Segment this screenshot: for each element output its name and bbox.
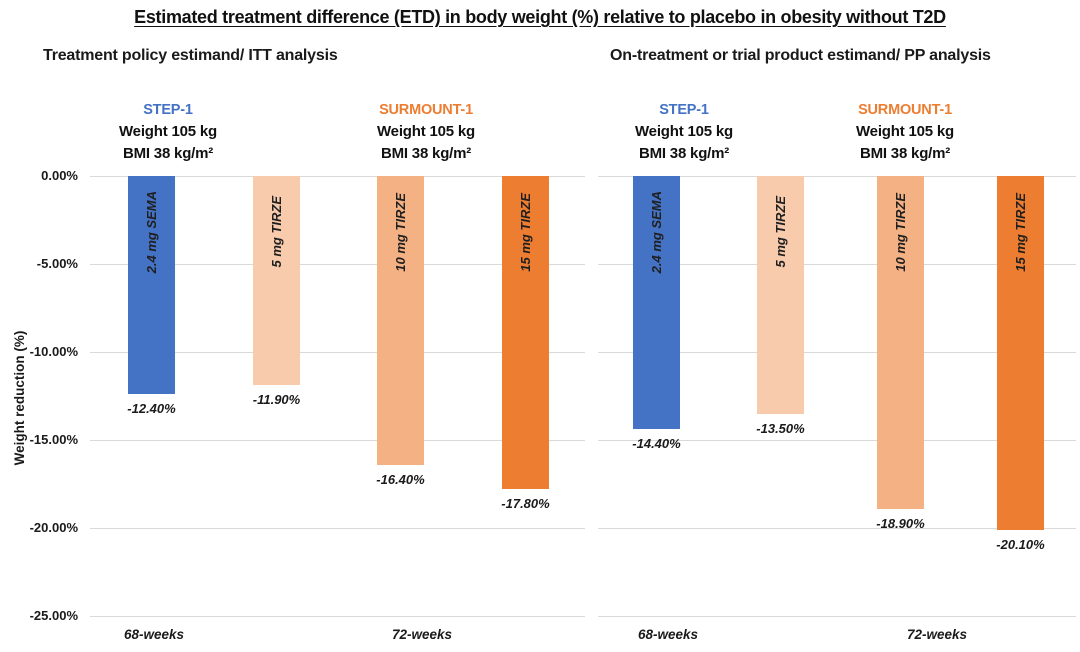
bar-dose-label-box: 5 mg TIRZE xyxy=(253,178,300,286)
bar-value-label: -16.40% xyxy=(376,471,425,487)
gridline xyxy=(598,352,1076,353)
bar-dose-label-box: 15 mg TIRZE xyxy=(997,178,1044,286)
trial-weight: Weight 105 kg xyxy=(119,123,217,140)
trial-bmi: BMI 38 kg/m² xyxy=(859,145,951,162)
y-tick-label: -15.00% xyxy=(29,432,78,447)
panel-itt-title: Treatment policy estimand/ ITT analysis xyxy=(43,47,338,64)
x-category-label: 72-weeks xyxy=(906,627,968,642)
bar-dose-label: 5 mg TIRZE xyxy=(773,196,788,268)
gridline xyxy=(90,440,585,441)
bar-value-label: -13.50% xyxy=(756,420,805,436)
bar xyxy=(377,176,424,465)
trial-bmi: BMI 38 kg/m² xyxy=(638,145,730,162)
gridline xyxy=(598,440,1076,441)
trial-name: SURMOUNT-1 xyxy=(379,102,473,118)
gridline xyxy=(598,176,1076,177)
trial-weight: Weight 105 kg xyxy=(377,123,475,140)
trial-name: STEP-1 xyxy=(659,102,709,118)
gridline xyxy=(598,264,1076,265)
bar-dose-label: 10 mg TIRZE xyxy=(893,192,908,272)
gridline xyxy=(598,528,1076,529)
bar xyxy=(877,176,924,509)
y-tick-label: -25.00% xyxy=(29,608,78,623)
x-category-label: 68-weeks xyxy=(123,627,185,642)
bar-value-label: -11.90% xyxy=(252,392,301,408)
gridline xyxy=(90,264,585,265)
trial-weight: Weight 105 kg xyxy=(856,123,954,140)
bar xyxy=(997,176,1044,530)
bar-dose-label-box: 10 mg TIRZE xyxy=(877,178,924,286)
x-category-label: 68-weeks xyxy=(637,627,699,642)
bar-value-label: -17.80% xyxy=(501,496,550,512)
trial-bmi: BMI 38 kg/m² xyxy=(122,145,214,162)
bar-dose-label-box: 2.4 mg SEMA xyxy=(633,178,680,286)
y-axis-title: Weight reduction (%) xyxy=(12,330,27,466)
y-tick-label: -5.00% xyxy=(36,256,78,271)
y-tick-label: 0.00% xyxy=(41,168,78,183)
bar-dose-label: 2.4 mg SEMA xyxy=(649,190,664,274)
trial-name: STEP-1 xyxy=(143,102,193,118)
gridline xyxy=(598,616,1076,617)
bar xyxy=(502,176,549,490)
chart-title: Estimated treatment difference (ETD) in … xyxy=(134,7,946,27)
bar xyxy=(128,176,175,395)
bar-value-label: -18.90% xyxy=(876,515,925,531)
gridline xyxy=(90,616,585,617)
bar-value-label: -14.40% xyxy=(632,436,681,452)
bar-dose-label-box: 15 mg TIRZE xyxy=(502,178,549,286)
bar-value-label: -12.40% xyxy=(127,401,176,417)
bar-dose-label: 15 mg TIRZE xyxy=(1013,192,1028,272)
bar-dose-label-box: 2.4 mg SEMA xyxy=(128,178,175,286)
trial-bmi: BMI 38 kg/m² xyxy=(380,145,472,162)
bar-dose-label-box: 10 mg TIRZE xyxy=(377,178,424,286)
y-tick-label: -20.00% xyxy=(29,520,78,535)
gridline xyxy=(90,352,585,353)
bar-dose-label: 2.4 mg SEMA xyxy=(144,190,159,274)
trial-name: SURMOUNT-1 xyxy=(858,102,952,118)
bar-dose-label: 10 mg TIRZE xyxy=(393,192,408,272)
bar-dose-label-box: 5 mg TIRZE xyxy=(757,178,804,286)
bar-value-label: -20.10% xyxy=(996,536,1045,552)
bar-dose-label: 15 mg TIRZE xyxy=(518,192,533,272)
trial-group-header: STEP-1 Weight 105 kg BMI 38 kg/m² xyxy=(584,99,784,165)
gridline xyxy=(90,176,585,177)
x-category-label: 72-weeks xyxy=(391,627,453,642)
bar-dose-label: 5 mg TIRZE xyxy=(269,196,284,268)
bar xyxy=(253,176,300,386)
bar xyxy=(633,176,680,430)
y-tick-label: -10.00% xyxy=(29,344,78,359)
panel-pp-title: On-treatment or trial product estimand/ … xyxy=(610,47,991,64)
trial-group-header: SURMOUNT-1 Weight 105 kg BMI 38 kg/m² xyxy=(326,99,526,165)
trial-weight: Weight 105 kg xyxy=(635,123,733,140)
bar xyxy=(757,176,804,414)
trial-group-header: STEP-1 Weight 105 kg BMI 38 kg/m² xyxy=(68,99,268,165)
trial-group-header: SURMOUNT-1 Weight 105 kg BMI 38 kg/m² xyxy=(805,99,1005,165)
gridline xyxy=(90,528,585,529)
